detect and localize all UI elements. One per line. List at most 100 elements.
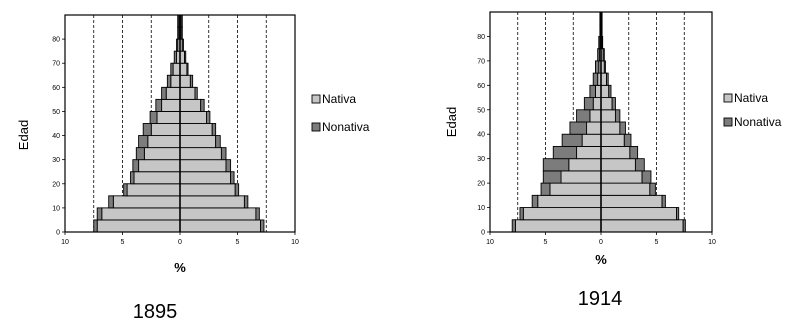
bar-nonativa-right bbox=[623, 133, 632, 147]
y-tick-label: 0 bbox=[481, 230, 485, 237]
bar-nonativa-right bbox=[200, 98, 205, 112]
bar-nonativa-left bbox=[130, 171, 135, 185]
x-tick-label: 10 bbox=[486, 239, 494, 246]
bar-nativa-left bbox=[515, 219, 602, 233]
bar-nativa-right bbox=[179, 110, 207, 124]
y-tick-label: 20 bbox=[52, 181, 60, 188]
bar-nativa-right bbox=[600, 170, 643, 184]
bar-nonativa-right bbox=[603, 60, 606, 74]
bar-nonativa-left bbox=[511, 219, 516, 233]
bar-nonativa-right bbox=[649, 182, 656, 196]
bar-nonativa-left bbox=[569, 121, 588, 135]
bar-nonativa-right bbox=[661, 194, 666, 209]
bar-nonativa-right bbox=[260, 219, 265, 233]
y-tick-label: 40 bbox=[477, 132, 485, 139]
bar-nonativa-left bbox=[108, 195, 114, 209]
bar-nonativa-left bbox=[542, 170, 562, 184]
bar-nativa-left bbox=[549, 182, 602, 196]
y-axis-label: Edad bbox=[16, 120, 31, 150]
bar-nativa-left bbox=[156, 110, 181, 124]
bar-nonativa-right bbox=[682, 219, 686, 233]
bar-nonativa-right bbox=[602, 48, 605, 62]
bar-nonativa-right bbox=[189, 74, 194, 88]
y-tick-label: 80 bbox=[52, 37, 60, 44]
bar-nonativa-left bbox=[177, 14, 180, 28]
y-tick-label: 80 bbox=[477, 34, 485, 41]
chart-year-caption: 1895 bbox=[133, 301, 178, 323]
bar-nonativa-right bbox=[234, 183, 240, 197]
bar-nonativa-right bbox=[230, 171, 235, 185]
bar-nativa-left bbox=[165, 86, 181, 100]
bar-nonativa-left bbox=[135, 147, 145, 161]
bar-nonativa-right bbox=[608, 84, 612, 99]
bar-nativa-right bbox=[179, 86, 196, 100]
y-tick-label: 30 bbox=[477, 156, 485, 163]
y-tick-label: 60 bbox=[52, 85, 60, 92]
bar-nativa-right bbox=[179, 159, 227, 173]
bar-nonativa-right bbox=[184, 50, 187, 64]
bar-nonativa-left bbox=[132, 159, 140, 173]
x-tick-label: 10 bbox=[291, 239, 299, 246]
bar-nonativa-left bbox=[598, 35, 601, 50]
x-tick-label: 5 bbox=[236, 239, 240, 246]
bar-nativa-right bbox=[600, 194, 663, 209]
x-tick-label: 5 bbox=[544, 239, 548, 246]
bar-nonativa-left bbox=[93, 219, 98, 233]
bar-nonativa-left bbox=[561, 133, 583, 147]
bar-nativa-right bbox=[600, 158, 636, 172]
bar-nonativa-left bbox=[161, 86, 167, 100]
y-tick-label: 30 bbox=[52, 157, 60, 164]
bar-nativa-left bbox=[537, 194, 602, 209]
x-axis-label: % bbox=[174, 260, 186, 275]
bar-nonativa-right bbox=[243, 195, 249, 209]
bar-nonativa-right bbox=[606, 72, 609, 86]
bar-nonativa-right bbox=[601, 35, 604, 50]
bar-nativa-left bbox=[96, 219, 181, 233]
bar-nativa-right bbox=[179, 207, 257, 221]
bar-nativa-left bbox=[150, 123, 181, 137]
bar-nonativa-right bbox=[614, 109, 621, 123]
bar-nativa-left bbox=[112, 195, 181, 209]
legend-label-nonativa: Nonativa bbox=[734, 115, 782, 129]
bar-nonativa-right bbox=[676, 207, 680, 221]
bar-nonativa-left bbox=[589, 84, 596, 99]
legend: Nativa Nonativa bbox=[723, 91, 782, 129]
y-tick-label: 0 bbox=[56, 230, 60, 237]
bar-nonativa-left bbox=[176, 38, 179, 52]
bar-nonativa-left bbox=[519, 207, 524, 221]
bar-nativa-left bbox=[101, 207, 181, 221]
bar-nonativa-right bbox=[225, 159, 232, 173]
legend-swatch-nonativa bbox=[311, 122, 321, 132]
bar-nativa-left bbox=[595, 84, 602, 99]
bar-nonativa-left bbox=[96, 207, 103, 221]
bar-nativa-left bbox=[560, 170, 602, 184]
x-tick-label: 0 bbox=[599, 239, 603, 246]
bar-nativa-right bbox=[179, 195, 245, 209]
bar-nonativa-right bbox=[220, 147, 227, 161]
bar-nativa-right bbox=[600, 207, 677, 221]
legend-label-nonativa: Nonativa bbox=[322, 120, 370, 134]
bar-nonativa-left bbox=[597, 48, 600, 62]
x-tick-label: 5 bbox=[121, 239, 125, 246]
bar-nonativa-right bbox=[255, 207, 260, 221]
bar-nativa-left bbox=[138, 159, 181, 173]
y-tick-label: 10 bbox=[52, 205, 60, 212]
legend-label-nativa: Nativa bbox=[734, 91, 768, 105]
bar-nativa-left bbox=[522, 207, 602, 221]
legend-swatch-nativa bbox=[723, 93, 733, 103]
bar-nativa-left bbox=[172, 62, 181, 76]
bar-nonativa-left bbox=[540, 182, 551, 196]
bar-nativa-right bbox=[600, 145, 631, 160]
x-tick-label: 10 bbox=[708, 239, 716, 246]
bar-nonativa-left bbox=[123, 183, 128, 197]
bar-nonativa-right bbox=[619, 121, 626, 135]
bar-nativa-right bbox=[179, 219, 261, 233]
x-axis-label: % bbox=[595, 252, 607, 267]
bar-nonativa-right bbox=[629, 145, 639, 160]
bar-nonativa-left bbox=[595, 60, 600, 74]
x-tick-label: 5 bbox=[655, 239, 659, 246]
bar-nativa-right bbox=[179, 171, 232, 185]
bar-nonativa-right bbox=[211, 123, 217, 137]
bar-nonativa-right bbox=[181, 38, 184, 52]
